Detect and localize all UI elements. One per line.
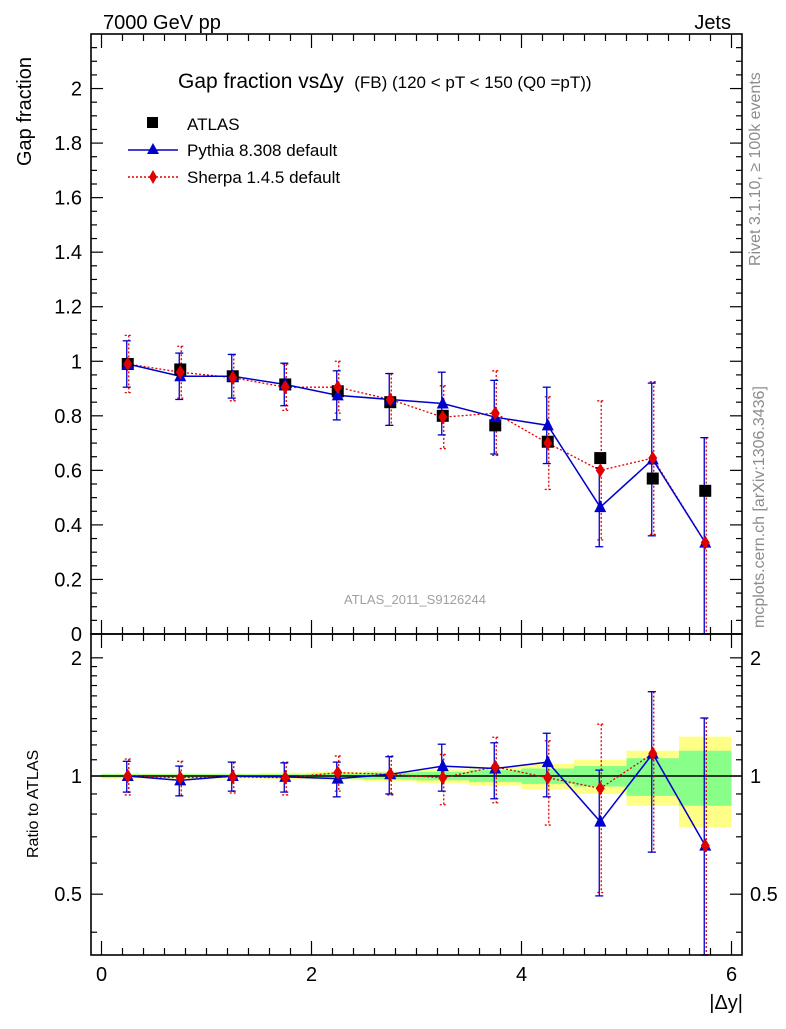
ratio-sherpa-point [438,770,448,785]
atlas-point [699,484,712,497]
ratio-sherpa-point [595,781,605,796]
ratio-plot-frame [90,633,743,956]
atlas-point [646,472,659,485]
header-left: 7000 GeV pp [103,12,221,34]
y-tick-label: 1 [71,351,82,373]
y-tick-label: 0 [71,624,82,646]
ratio-pythia-point [594,814,607,827]
ratio-pythia-line [127,752,706,846]
sherpa-point [123,357,133,371]
sherpa-point [175,365,185,380]
atlas-point [489,419,502,432]
legend-sherpa-label: Sherpa 1.4.5 default [187,168,340,187]
plot-title-main: Gap fraction vsΔy [178,70,344,93]
plot-title-sub: (FB) (120 < pT < 150 (Q0 =pT)) [354,73,591,92]
legend-pythia-label: Pythia 8.308 default [187,141,338,160]
legend-sherpa-marker [149,170,157,184]
ratio-sherpa-point [280,770,290,785]
y-tick-label: 0.8 [54,406,82,428]
x-tick-label: 0 [96,964,107,986]
sherpa-point [543,436,553,451]
ratio-sherpa-point [175,770,185,785]
mcplots-label: mcplots.cern.ch [arXiv:1306.3436] [751,386,768,628]
legend-atlas-label: ATLAS [187,115,240,134]
sherpa-point [648,451,658,466]
pythia-point [331,388,344,401]
x-tick-label: 6 [726,964,737,986]
ratio-band-green [679,750,732,806]
x-axis-label: |Δy| [709,992,743,1014]
pythia-point [436,396,449,409]
y-tick-label: 1.4 [54,242,82,264]
ratio-sherpa-point [228,769,238,784]
sherpa-point [333,380,343,395]
ratio-y-axis-label: Ratio to ATLAS [25,750,42,858]
ratio-tick-label-right: 1 [750,766,761,788]
pythia-point [541,418,554,431]
ratio-sherpa-point [543,770,553,785]
x-tick-label: 2 [306,964,317,986]
sherpa-point [280,380,290,395]
atlas-point [594,452,607,465]
ratio-sherpa-point [700,838,710,853]
ratio-sherpa-point [123,769,133,784]
y-tick-label: 0.2 [54,569,82,591]
ratio-sherpa-point [490,759,500,774]
analysis-watermark: ATLAS_2011_S9126244 [344,592,486,607]
ratio-pythia-point [541,755,554,768]
ratio-tick-label: 0.5 [54,884,82,906]
y-tick-label: 1.6 [54,188,82,210]
y-axis-label: Gap fraction [14,57,36,166]
y-tick-label: 1.8 [54,133,82,155]
rivet-label: Rivet 3.1.10, ≥ 100k events [747,72,764,266]
sherpa-point [595,463,605,478]
y-tick-label: 0.6 [54,460,82,482]
sherpa-point [228,370,238,385]
ratio-tick-label: 1 [71,766,82,788]
ratio-sherpa-point [385,767,395,782]
y-tick-label: 2 [71,79,82,101]
ratio-tick-label-right: 2 [750,648,761,670]
plot-title: Gap fraction vsΔy (FB) (120 < pT < 150 (… [178,70,592,93]
ratio-tick-label: 2 [71,648,82,670]
ratio-tick-label-right: 0.5 [750,884,778,906]
legend-atlas-marker [147,117,158,128]
header-right: Jets [694,12,731,34]
sherpa-point [438,410,448,425]
ratio-sherpa-point [333,765,343,780]
y-tick-label: 0.4 [54,515,82,537]
sherpa-point [700,535,710,550]
legend-pythia-marker [147,143,159,154]
pythia-point [594,500,607,513]
ratio-pythia-point [436,759,449,772]
x-tick-label: 4 [516,964,527,986]
legend: ATLAS Pythia 8.308 default Sherpa 1.4.5 … [128,115,340,187]
sherpa-line [127,363,706,543]
pythia-line [127,363,706,544]
sherpa-point [490,406,500,421]
ratio-sherpa-point [648,746,658,761]
sherpa-point [385,392,395,407]
y-tick-label: 1.2 [54,297,82,319]
